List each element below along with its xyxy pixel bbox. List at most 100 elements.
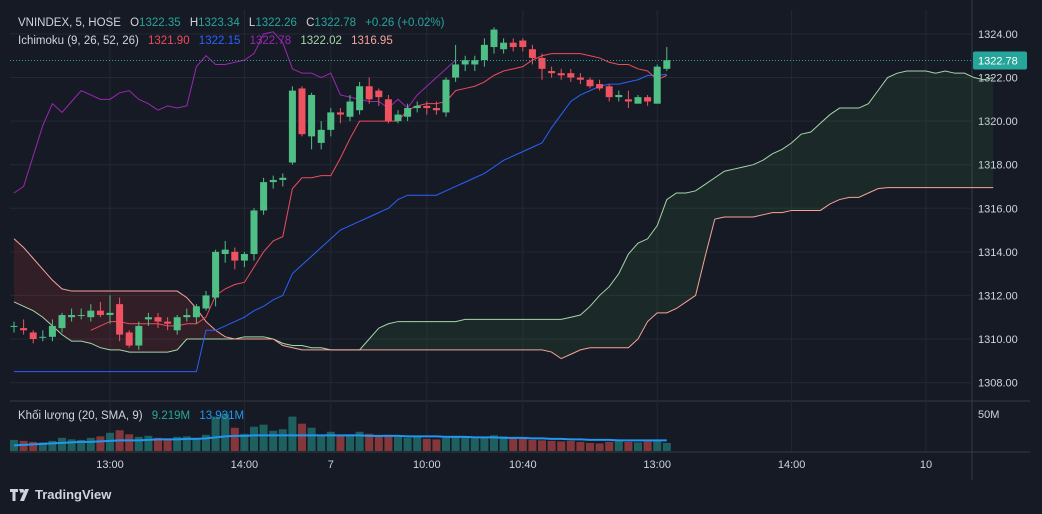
cloud-segment xyxy=(14,238,24,307)
candle-body xyxy=(231,251,239,261)
candle xyxy=(96,301,104,318)
cloud-segment xyxy=(686,190,696,302)
volume-bar xyxy=(163,438,172,451)
cloud-segment xyxy=(311,347,322,350)
candle xyxy=(20,319,28,335)
candle-body xyxy=(39,336,47,338)
candle-body xyxy=(634,97,642,104)
ichimoku-legend[interactable]: Ichimoku (9, 26, 52, 26) 1321.90 1322.15… xyxy=(18,35,399,47)
volume-bar xyxy=(19,440,28,451)
candle xyxy=(87,304,95,322)
candle-body xyxy=(298,88,306,135)
cloud-segment xyxy=(474,319,485,350)
time-tick-label: 10 xyxy=(920,459,932,471)
volume-bar xyxy=(605,441,614,451)
volume-bar xyxy=(490,435,498,451)
cloud-segment xyxy=(158,291,168,353)
cloud-segment xyxy=(839,108,850,200)
volume-bar xyxy=(86,437,95,451)
candle xyxy=(509,38,517,52)
candle xyxy=(576,73,584,85)
candle xyxy=(356,81,364,115)
volume-bar xyxy=(144,435,153,451)
candle xyxy=(605,84,613,102)
brand-name: TradingView xyxy=(35,487,112,502)
candles xyxy=(10,27,671,350)
cloud-segment xyxy=(417,321,427,350)
candle-body xyxy=(375,90,383,98)
ichimoku-label[interactable]: Ichimoku (9, 26, 52, 26) xyxy=(18,35,139,47)
price-tick-label: 1308.00 xyxy=(978,378,1018,390)
cloud-segment xyxy=(916,71,926,188)
open-value: 1322.35 xyxy=(139,17,181,29)
ohlc-open: O1322.35 xyxy=(130,17,181,29)
candle xyxy=(231,247,239,270)
cloud-segment xyxy=(167,291,178,353)
candle xyxy=(567,68,575,82)
volume-bar xyxy=(384,434,393,451)
cloud-segment xyxy=(570,315,581,355)
candle xyxy=(644,94,652,106)
volume-bar xyxy=(451,435,460,451)
time-tick-label: 13:00 xyxy=(96,459,124,471)
candle xyxy=(346,94,354,122)
candle-body xyxy=(240,254,248,261)
cloud-segment xyxy=(532,319,542,350)
volume-label[interactable]: Khối lượng (20, SMA, 9) xyxy=(18,410,143,422)
volume-bar xyxy=(278,429,287,451)
cloud-segment xyxy=(878,77,888,189)
cloud-segment xyxy=(705,177,715,257)
candle-body xyxy=(442,79,450,113)
candle-body xyxy=(308,94,316,137)
volume-legend[interactable]: Khối lượng (20, SMA, 9) 9.219M 13.931M xyxy=(18,410,250,422)
candle-body xyxy=(500,42,508,50)
cloud-segment xyxy=(71,291,82,342)
candle xyxy=(48,319,56,342)
cloud-segment xyxy=(628,243,638,348)
candle-body xyxy=(624,99,632,102)
high-value: 1323.34 xyxy=(198,17,240,29)
volume-bar xyxy=(586,442,594,451)
candle xyxy=(317,121,325,150)
cloud-segment xyxy=(666,193,677,313)
candle xyxy=(58,312,66,333)
candle-body xyxy=(125,332,133,346)
candle-body xyxy=(260,182,268,211)
price-tick-label: 1324.00 xyxy=(978,29,1018,41)
candle-body xyxy=(663,60,671,69)
lagging-value: 1322.78 xyxy=(249,35,292,47)
candle-body xyxy=(356,86,364,111)
candle-body xyxy=(509,42,517,48)
candle xyxy=(240,251,248,268)
cloud-segment xyxy=(734,166,744,217)
tradingview-logo[interactable]: TradingView xyxy=(10,487,111,502)
candle xyxy=(279,173,287,187)
volume-bar xyxy=(374,435,383,451)
candle-body xyxy=(413,105,421,109)
cloud-segment xyxy=(676,193,686,309)
candle xyxy=(221,240,229,263)
cloud-segment xyxy=(369,328,379,350)
volume-bar xyxy=(653,439,662,451)
candle xyxy=(432,101,440,115)
candle xyxy=(615,90,623,102)
candle-body xyxy=(384,99,392,122)
cloud-segment xyxy=(455,319,466,350)
candle xyxy=(336,108,344,124)
cloud-segment xyxy=(724,169,734,217)
candle-body xyxy=(480,44,488,61)
cloud-segment xyxy=(90,291,101,348)
candle-body xyxy=(336,112,344,115)
symbol-label[interactable]: VNINDEX, 5, HOSE xyxy=(18,17,121,29)
tradingview-icon xyxy=(10,488,29,501)
candle xyxy=(77,308,85,320)
candle xyxy=(269,175,277,189)
candle-body xyxy=(10,325,18,327)
volume-bar xyxy=(192,437,201,451)
cloud-segment xyxy=(647,225,658,322)
candle xyxy=(528,44,536,65)
candle-body xyxy=(653,66,661,104)
volume-bar xyxy=(326,431,335,451)
price-tick-label: 1316.00 xyxy=(978,203,1018,215)
